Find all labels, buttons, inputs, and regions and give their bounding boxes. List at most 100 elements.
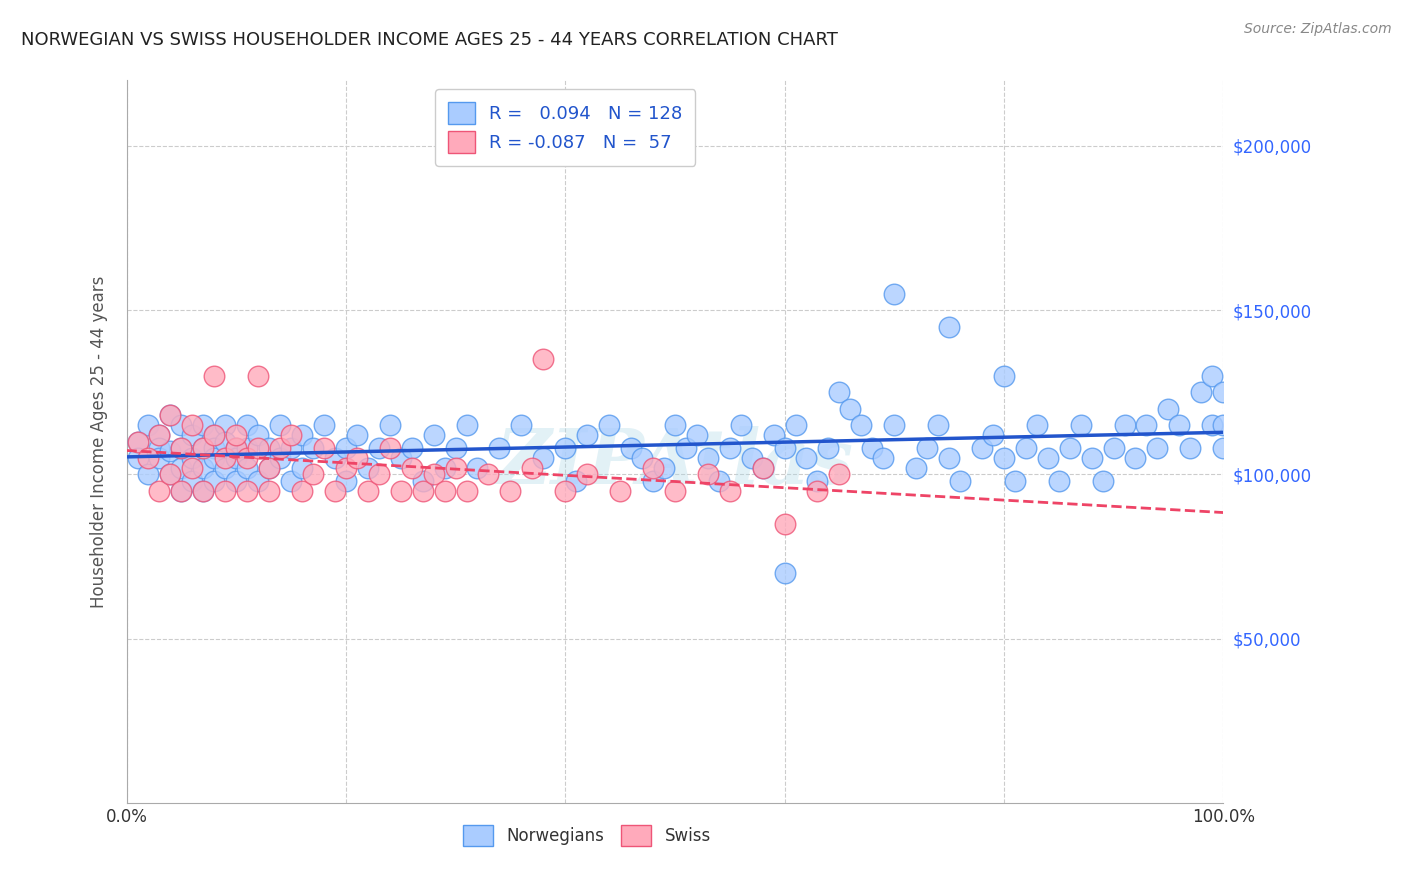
Point — [433, 483, 456, 498]
Point — [225, 441, 247, 455]
Point — [531, 352, 554, 367]
Point — [1212, 441, 1234, 455]
Point — [138, 467, 160, 482]
Point — [401, 460, 423, 475]
Point — [302, 441, 325, 455]
Point — [773, 566, 796, 580]
Point — [202, 428, 225, 442]
Point — [269, 450, 291, 465]
Point — [806, 483, 828, 498]
Point — [510, 418, 533, 433]
Point — [915, 441, 938, 455]
Point — [806, 474, 828, 488]
Point — [291, 483, 314, 498]
Point — [346, 450, 368, 465]
Point — [280, 428, 302, 442]
Point — [1004, 474, 1026, 488]
Point — [576, 428, 599, 442]
Point — [828, 467, 851, 482]
Point — [970, 441, 993, 455]
Point — [193, 441, 215, 455]
Point — [291, 460, 314, 475]
Point — [1036, 450, 1059, 465]
Point — [785, 418, 807, 433]
Point — [1168, 418, 1191, 433]
Point — [981, 428, 1004, 442]
Point — [269, 441, 291, 455]
Point — [631, 450, 654, 465]
Point — [883, 418, 905, 433]
Point — [312, 418, 335, 433]
Point — [148, 441, 170, 455]
Point — [269, 418, 291, 433]
Point — [401, 441, 423, 455]
Point — [609, 483, 631, 498]
Point — [851, 418, 873, 433]
Point — [1201, 368, 1223, 383]
Point — [422, 428, 444, 442]
Point — [257, 460, 280, 475]
Point — [247, 368, 270, 383]
Point — [193, 460, 215, 475]
Point — [1102, 441, 1125, 455]
Point — [247, 474, 270, 488]
Point — [1135, 418, 1157, 433]
Point — [456, 418, 478, 433]
Point — [335, 441, 357, 455]
Point — [202, 441, 225, 455]
Point — [828, 385, 851, 400]
Point — [1025, 418, 1047, 433]
Point — [1059, 441, 1081, 455]
Point — [159, 467, 181, 482]
Point — [730, 418, 752, 433]
Point — [938, 319, 960, 334]
Point — [323, 450, 346, 465]
Point — [664, 418, 686, 433]
Point — [323, 483, 346, 498]
Point — [378, 418, 401, 433]
Point — [741, 450, 763, 465]
Point — [1047, 474, 1070, 488]
Text: Source: ZipAtlas.com: Source: ZipAtlas.com — [1244, 22, 1392, 37]
Point — [257, 483, 280, 498]
Point — [225, 474, 247, 488]
Point — [467, 460, 489, 475]
Point — [170, 441, 193, 455]
Point — [159, 409, 181, 423]
Point — [1070, 418, 1092, 433]
Point — [236, 450, 259, 465]
Point — [181, 450, 204, 465]
Point — [138, 418, 160, 433]
Point — [652, 460, 675, 475]
Point — [1146, 441, 1168, 455]
Point — [1180, 441, 1202, 455]
Point — [554, 483, 576, 498]
Point — [1080, 450, 1102, 465]
Point — [686, 428, 709, 442]
Point — [181, 474, 204, 488]
Point — [170, 483, 193, 498]
Point — [620, 441, 643, 455]
Point — [181, 418, 204, 433]
Point — [1212, 418, 1234, 433]
Point — [127, 434, 149, 449]
Point — [751, 460, 773, 475]
Point — [433, 460, 456, 475]
Point — [696, 450, 718, 465]
Point — [598, 418, 620, 433]
Point — [170, 441, 193, 455]
Point — [641, 474, 664, 488]
Point — [280, 474, 302, 488]
Point — [236, 483, 259, 498]
Point — [499, 483, 522, 498]
Point — [905, 460, 928, 475]
Point — [1114, 418, 1136, 433]
Point — [949, 474, 972, 488]
Point — [202, 368, 225, 383]
Point — [138, 450, 160, 465]
Point — [202, 428, 225, 442]
Point — [839, 401, 862, 416]
Point — [927, 418, 949, 433]
Point — [938, 450, 960, 465]
Point — [357, 483, 380, 498]
